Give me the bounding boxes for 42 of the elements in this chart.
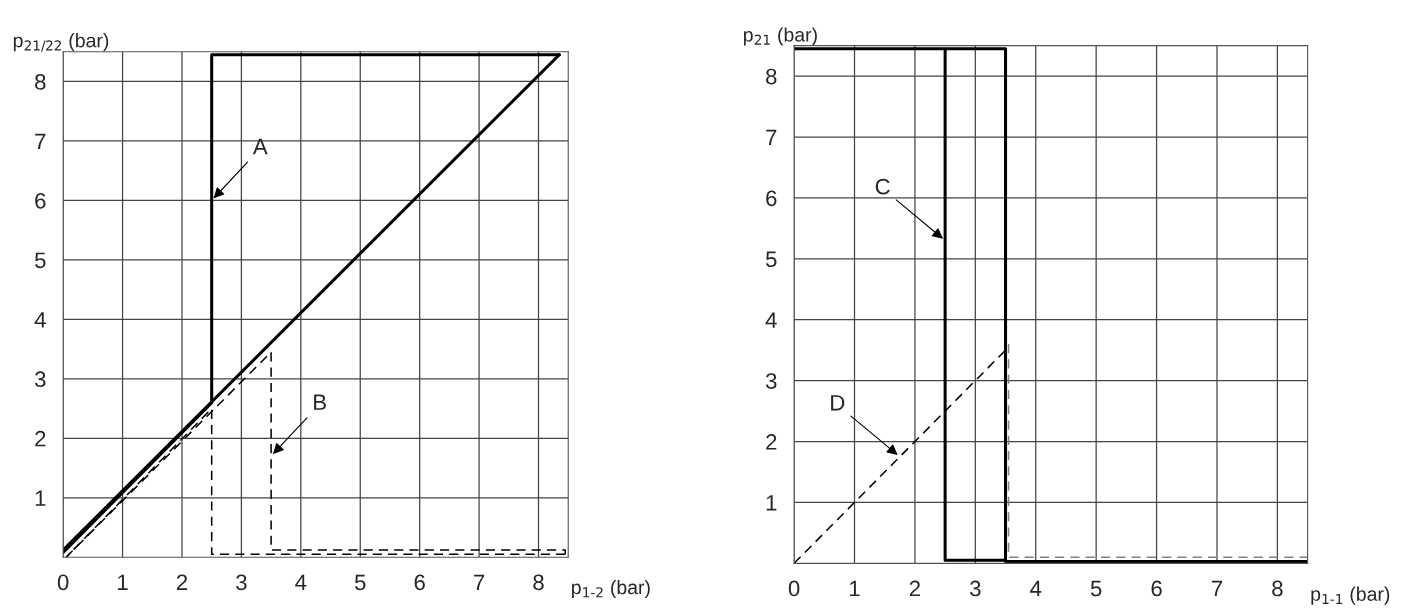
x-tick-label: 2 <box>909 580 920 597</box>
x-tick-label: 6 <box>1151 580 1162 597</box>
x-tick-label: 7 <box>1211 580 1223 597</box>
x-tick-label: 8 <box>1272 580 1283 597</box>
x-tick-label: 7 <box>474 574 485 591</box>
x-tick-label: 8 <box>533 574 544 591</box>
x-axis-title: p$_{1-1}$ (bar) <box>1311 586 1390 605</box>
y-tick-label: 4 <box>34 312 46 328</box>
annotation: A <box>252 138 268 155</box>
y-tick-label: 1 <box>35 490 46 506</box>
y-tick-label: 5 <box>765 251 777 268</box>
y-tick-label: 2 <box>766 434 777 450</box>
x-tick-label: 4 <box>1030 580 1042 597</box>
x-axis-title: p$_{1-2}$ (bar) <box>572 579 650 599</box>
annotation: C <box>875 178 890 195</box>
x-tick-label: 4 <box>295 574 307 591</box>
y-tick-label: 1 <box>766 495 777 511</box>
y-tick-label: 2 <box>35 430 46 447</box>
y-tick-label: 7 <box>766 129 777 146</box>
x-tick-label: 2 <box>176 574 188 591</box>
x-tick-label: 1 <box>850 580 860 597</box>
y-tick-label: 3 <box>34 371 46 388</box>
x-tick-label: 0 <box>788 580 800 597</box>
y-tick-label: 3 <box>765 373 777 389</box>
x-tick-label: 5 <box>1090 580 1102 597</box>
y-tick-label: 8 <box>35 74 46 90</box>
x-tick-label: 3 <box>236 574 247 591</box>
y-tick-label: 4 <box>765 312 777 328</box>
annotation: D <box>831 395 845 411</box>
y-tick-label: 6 <box>35 192 46 209</box>
x-tick-label: 3 <box>970 580 981 597</box>
x-tick-label: 0 <box>57 574 69 591</box>
y-tick-label: 7 <box>35 133 46 150</box>
y-tick-label: 8 <box>766 68 777 85</box>
annotation: B <box>314 394 326 410</box>
y-tick-label: 6 <box>766 190 777 207</box>
x-tick-label: 1 <box>118 574 128 591</box>
x-tick-label: 5 <box>354 574 366 591</box>
y-tick-label: 5 <box>35 252 46 269</box>
y-axis-title: p$_{21/22}$ (bar) <box>13 33 109 52</box>
x-tick-label: 6 <box>414 574 425 591</box>
y-axis-title: p$_{21}$ (bar) <box>744 27 817 46</box>
